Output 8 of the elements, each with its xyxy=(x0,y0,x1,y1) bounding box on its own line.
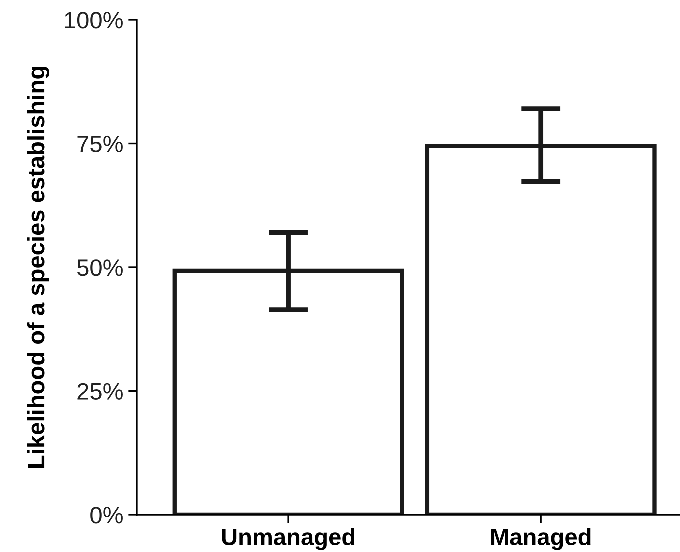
y-tick-label: 100% xyxy=(65,12,123,29)
y-axis-title: Likelihood of a species establishing xyxy=(27,67,50,468)
y-tick-label: 75% xyxy=(78,136,123,153)
x-tick-label: Managed xyxy=(492,528,591,550)
y-tick-label: 50% xyxy=(77,260,123,276)
y-tick-label: 0% xyxy=(90,507,123,524)
y-tick-label: 25% xyxy=(78,383,123,400)
x-tick-label: Unmanaged xyxy=(222,528,355,550)
